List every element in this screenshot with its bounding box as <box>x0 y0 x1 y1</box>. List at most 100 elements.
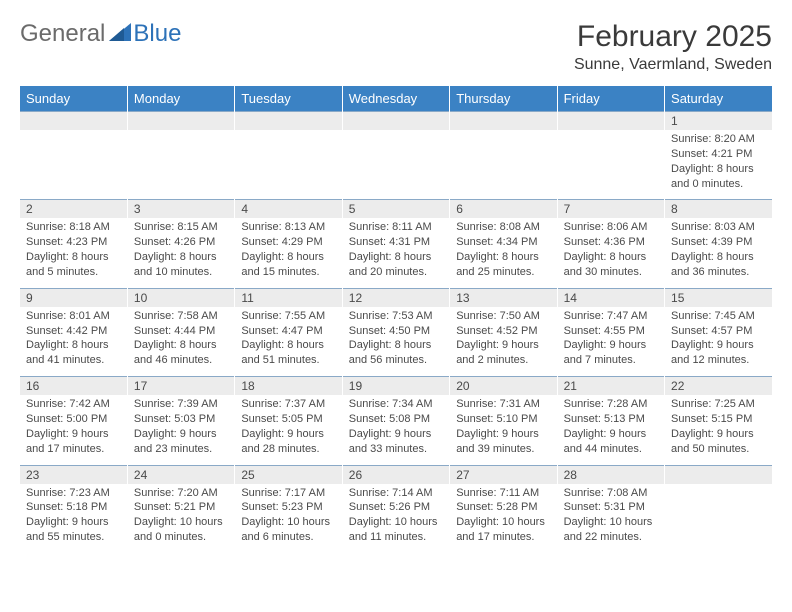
day-ss: Sunset: 5:10 PM <box>456 412 550 427</box>
day-number-cell: 11 <box>235 288 342 307</box>
day-ss: Sunset: 4:57 PM <box>671 324 766 339</box>
day-detail-cell: Sunrise: 7:45 AMSunset: 4:57 PMDaylight:… <box>665 307 772 377</box>
day-dl1: Daylight: 9 hours <box>671 427 766 442</box>
day-sr: Sunrise: 7:39 AM <box>134 397 228 412</box>
day-dl2: and 25 minutes. <box>456 265 550 280</box>
day-number-cell: 13 <box>450 288 557 307</box>
day-sr: Sunrise: 7:55 AM <box>241 309 335 324</box>
day-number-cell: 2 <box>20 200 127 219</box>
day-ss: Sunset: 4:50 PM <box>349 324 443 339</box>
day-ss: Sunset: 5:15 PM <box>671 412 766 427</box>
day-number-cell: 16 <box>20 377 127 396</box>
day-number-cell: 23 <box>20 465 127 484</box>
day-sr: Sunrise: 8:06 AM <box>564 220 658 235</box>
day-dl1: Daylight: 9 hours <box>349 427 443 442</box>
calendar-table: Sunday Monday Tuesday Wednesday Thursday… <box>20 86 772 553</box>
day-ss: Sunset: 5:13 PM <box>564 412 658 427</box>
day-dl2: and 39 minutes. <box>456 442 550 457</box>
day-dl2: and 11 minutes. <box>349 530 443 545</box>
day-dl2: and 23 minutes. <box>134 442 228 457</box>
day-detail-cell <box>557 130 664 200</box>
day-ss: Sunset: 5:28 PM <box>456 500 550 515</box>
day-detail-cell: Sunrise: 8:06 AMSunset: 4:36 PMDaylight:… <box>557 218 664 288</box>
day-dl1: Daylight: 9 hours <box>456 338 550 353</box>
month-title: February 2025 <box>574 20 772 54</box>
day-detail-cell: Sunrise: 8:01 AMSunset: 4:42 PMDaylight:… <box>20 307 127 377</box>
day-number-cell <box>557 112 664 131</box>
day-detail-cell: Sunrise: 7:55 AMSunset: 4:47 PMDaylight:… <box>235 307 342 377</box>
day-ss: Sunset: 4:29 PM <box>241 235 335 250</box>
day-number: 24 <box>134 468 147 482</box>
day-dl1: Daylight: 8 hours <box>671 162 766 177</box>
day-ss: Sunset: 5:31 PM <box>564 500 658 515</box>
day-sr: Sunrise: 7:23 AM <box>26 486 121 501</box>
day-number-cell: 12 <box>342 288 449 307</box>
day-detail-cell: Sunrise: 8:18 AMSunset: 4:23 PMDaylight:… <box>20 218 127 288</box>
day-number: 27 <box>456 468 469 482</box>
day-dl1: Daylight: 10 hours <box>456 515 550 530</box>
day-number-cell: 6 <box>450 200 557 219</box>
day-dl1: Daylight: 8 hours <box>456 250 550 265</box>
day-detail-row: Sunrise: 7:42 AMSunset: 5:00 PMDaylight:… <box>20 395 772 465</box>
day-number: 20 <box>456 379 469 393</box>
day-number-cell: 28 <box>557 465 664 484</box>
day-dl2: and 28 minutes. <box>241 442 335 457</box>
day-sr: Sunrise: 7:17 AM <box>241 486 335 501</box>
day-detail-cell <box>127 130 234 200</box>
day-sr: Sunrise: 8:03 AM <box>671 220 766 235</box>
day-number: 2 <box>26 202 33 216</box>
day-detail-cell: Sunrise: 7:50 AMSunset: 4:52 PMDaylight:… <box>450 307 557 377</box>
day-number: 9 <box>26 291 33 305</box>
day-sr: Sunrise: 8:18 AM <box>26 220 121 235</box>
day-detail-row: Sunrise: 8:18 AMSunset: 4:23 PMDaylight:… <box>20 218 772 288</box>
day-sr: Sunrise: 7:37 AM <box>241 397 335 412</box>
day-number-cell: 7 <box>557 200 664 219</box>
day-detail-cell <box>20 130 127 200</box>
day-number: 10 <box>134 291 147 305</box>
day-number: 7 <box>564 202 571 216</box>
day-ss: Sunset: 4:34 PM <box>456 235 550 250</box>
day-number-cell: 22 <box>665 377 772 396</box>
day-number-cell: 8 <box>665 200 772 219</box>
day-sr: Sunrise: 8:08 AM <box>456 220 550 235</box>
day-dl1: Daylight: 10 hours <box>564 515 658 530</box>
day-detail-cell: Sunrise: 8:15 AMSunset: 4:26 PMDaylight:… <box>127 218 234 288</box>
day-dl1: Daylight: 8 hours <box>564 250 658 265</box>
day-ss: Sunset: 5:18 PM <box>26 500 121 515</box>
day-detail-cell: Sunrise: 8:20 AMSunset: 4:21 PMDaylight:… <box>665 130 772 200</box>
day-dl2: and 15 minutes. <box>241 265 335 280</box>
day-detail-cell: Sunrise: 7:28 AMSunset: 5:13 PMDaylight:… <box>557 395 664 465</box>
header: General Blue February 2025 Sunne, Vaerml… <box>20 20 772 74</box>
logo: General Blue <box>20 20 181 48</box>
day-number-cell <box>450 112 557 131</box>
day-number-row: 2345678 <box>20 200 772 219</box>
day-ss: Sunset: 4:39 PM <box>671 235 766 250</box>
day-ss: Sunset: 5:03 PM <box>134 412 228 427</box>
day-sr: Sunrise: 7:53 AM <box>349 309 443 324</box>
day-detail-row: Sunrise: 8:20 AMSunset: 4:21 PMDaylight:… <box>20 130 772 200</box>
day-number-cell: 21 <box>557 377 664 396</box>
day-ss: Sunset: 4:42 PM <box>26 324 121 339</box>
day-sr: Sunrise: 7:45 AM <box>671 309 766 324</box>
day-dl2: and 51 minutes. <box>241 353 335 368</box>
day-number: 18 <box>241 379 254 393</box>
day-number-cell <box>20 112 127 131</box>
day-number: 19 <box>349 379 362 393</box>
day-sr: Sunrise: 8:20 AM <box>671 132 766 147</box>
day-dl2: and 17 minutes. <box>26 442 121 457</box>
day-dl1: Daylight: 10 hours <box>349 515 443 530</box>
day-sr: Sunrise: 8:15 AM <box>134 220 228 235</box>
day-number-cell: 24 <box>127 465 234 484</box>
day-ss: Sunset: 5:00 PM <box>26 412 121 427</box>
day-detail-cell: Sunrise: 7:31 AMSunset: 5:10 PMDaylight:… <box>450 395 557 465</box>
day-dl1: Daylight: 8 hours <box>26 338 121 353</box>
day-detail-cell: Sunrise: 8:03 AMSunset: 4:39 PMDaylight:… <box>665 218 772 288</box>
day-sr: Sunrise: 7:25 AM <box>671 397 766 412</box>
day-number-cell: 25 <box>235 465 342 484</box>
weekday-header: Tuesday <box>235 86 342 112</box>
day-dl1: Daylight: 8 hours <box>241 338 335 353</box>
day-detail-cell: Sunrise: 7:53 AMSunset: 4:50 PMDaylight:… <box>342 307 449 377</box>
day-number-cell: 18 <box>235 377 342 396</box>
day-number-cell: 17 <box>127 377 234 396</box>
day-dl1: Daylight: 8 hours <box>134 338 228 353</box>
